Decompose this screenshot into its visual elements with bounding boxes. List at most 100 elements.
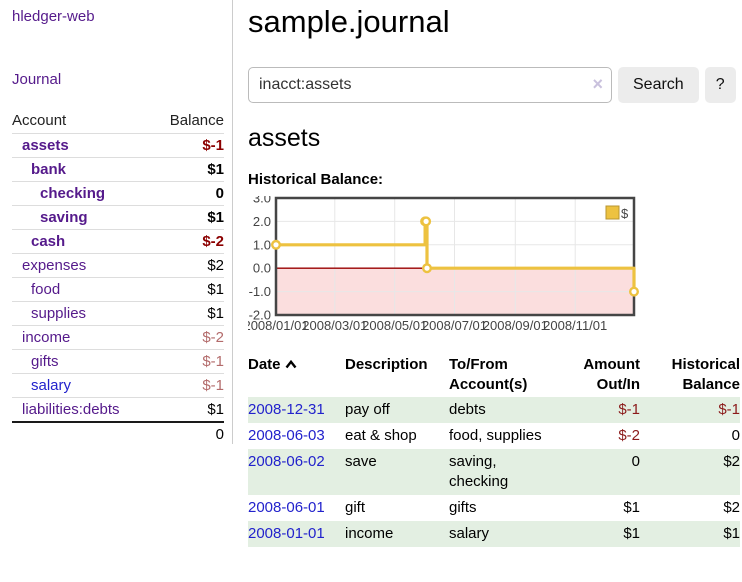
account-link-saving[interactable]: saving	[40, 209, 88, 226]
account-balance: $-2	[152, 229, 224, 254]
register-row: 2008-01-01 income salary $1 $1	[248, 520, 740, 547]
cell-date: 2008-06-02	[248, 449, 345, 495]
cell-balance: $-1	[718, 400, 740, 418]
cell-amount: 0	[631, 452, 640, 470]
svg-text:-2.0: -2.0	[249, 308, 271, 323]
cell-date: 2008-06-03	[248, 423, 345, 449]
account-link-salary[interactable]: salary	[31, 377, 72, 394]
account-row: assets $-1	[12, 133, 224, 158]
account-link-expenses[interactable]: expenses	[22, 257, 87, 274]
cell-description: save	[345, 452, 377, 470]
account-link-checking[interactable]: checking	[40, 185, 106, 202]
account-link-gifts[interactable]: gifts	[31, 353, 59, 370]
sort-ascending-icon	[285, 355, 297, 375]
legend-swatch	[605, 205, 620, 220]
register-row: 2008-06-02 save saving, checking 0 $2	[248, 448, 740, 495]
clear-search-icon[interactable]: ×	[592, 74, 603, 94]
account-link-income[interactable]: income	[22, 329, 71, 346]
page-title: sample.journal	[248, 4, 450, 39]
cell-accounts: debts	[449, 400, 486, 418]
register-header-row: Date Description To/From Account(s) Amount …	[248, 353, 740, 397]
sidebar: hledger-web Journal Account Balance asse…	[0, 0, 233, 446]
register-table: Date Description To/From Account(s) Amount …	[248, 353, 740, 547]
cell-date: 2008-01-01	[248, 521, 345, 547]
cell-accounts: salary	[449, 524, 490, 542]
cell-amount: $1	[623, 524, 640, 542]
register-row: 2008-06-03 eat & shop food, supplies $-2 0	[248, 423, 740, 449]
app-brand-link[interactable]: hledger-web	[12, 8, 95, 25]
data-point-marker	[629, 286, 640, 297]
account-row: income $-2	[12, 325, 224, 350]
cell-description: gift	[345, 498, 366, 516]
cell-amount: $1	[623, 498, 640, 516]
account-row: liabilities:debts $1	[12, 398, 224, 423]
account-row: gifts $-1	[12, 349, 224, 374]
svg-text:2008/07/01: 2008/07/01	[422, 318, 487, 333]
svg-text:1.0: 1.0	[253, 237, 271, 252]
svg-text:0.0: 0.0	[253, 261, 271, 276]
cell-balance: $2	[723, 452, 740, 470]
transaction-date-link[interactable]: 2008-06-02	[248, 452, 325, 470]
nav-journal-link[interactable]: Journal	[12, 71, 62, 88]
cell-accounts: food, supplies	[449, 426, 542, 444]
account-link-food[interactable]: food	[31, 281, 61, 298]
account-link-supplies[interactable]: supplies	[31, 305, 87, 322]
account-balance: $1	[152, 157, 224, 182]
search-row: × Search ?	[248, 67, 740, 103]
register-row: 2008-06-01 gift gifts $1 $2	[248, 495, 740, 521]
account-balance: $1	[152, 301, 224, 326]
search-button[interactable]: Search	[618, 67, 699, 103]
account-link-liabilities-debts[interactable]: liabilities:debts	[22, 401, 120, 418]
transaction-date-link[interactable]: 2008-12-31	[248, 400, 325, 418]
cell-description: eat & shop	[345, 426, 417, 444]
cell-date: 2008-06-01	[248, 495, 345, 521]
register-row: 2008-12-31 pay off debts $-1 $-1	[248, 396, 740, 423]
account-link-assets[interactable]: assets	[22, 137, 69, 154]
accounts-total-value: 0	[152, 421, 224, 446]
data-point-marker	[421, 216, 432, 227]
account-link-cash[interactable]: cash	[31, 233, 66, 250]
account-row: cash $-2	[12, 229, 224, 254]
svg-text:2008/03/01: 2008/03/01	[302, 318, 367, 333]
accounts-header-balance: Balance	[152, 109, 224, 134]
register-header-amount-out-in: Amount Out/In	[583, 356, 640, 393]
help-button[interactable]: ?	[704, 67, 736, 103]
account-row: checking 0	[12, 181, 224, 206]
account-row: supplies $1	[12, 301, 224, 326]
cell-description: pay off	[345, 400, 390, 418]
transaction-date-link[interactable]: 2008-01-01	[248, 524, 325, 542]
cell-amount: $-2	[618, 426, 640, 444]
account-heading: assets	[248, 124, 321, 152]
account-balance: $-1	[152, 349, 224, 374]
register-header-date: Date	[248, 353, 345, 397]
cell-accounts: saving, checking	[449, 452, 509, 490]
account-balance: $1	[207, 401, 224, 418]
account-link-bank[interactable]: bank	[31, 161, 67, 178]
register-header-historical-balance: Historical Balance	[671, 356, 740, 393]
search-input[interactable]	[248, 67, 612, 103]
accounts-header-account: Account	[12, 109, 153, 134]
svg-text:3.0: 3.0	[253, 196, 271, 206]
accounts-header-row: Account Balance	[12, 109, 224, 134]
accounts-total-spacer	[12, 421, 153, 446]
transaction-date-link[interactable]: 2008-06-03	[248, 426, 325, 444]
account-row: expenses $2	[12, 253, 224, 278]
svg-text:-1.0: -1.0	[249, 284, 271, 299]
account-row: salary $-1	[12, 373, 224, 398]
account-row: bank $1	[12, 157, 224, 182]
chart-label: Historical Balance:	[248, 171, 384, 188]
cell-amount: $-1	[618, 400, 640, 418]
cell-balance: $1	[723, 524, 740, 542]
transaction-date-link[interactable]: 2008-06-01	[248, 498, 325, 516]
data-point-marker	[271, 239, 282, 250]
cell-date: 2008-12-31	[248, 397, 345, 423]
main-content: sample.journal × Search ? assets Histori…	[248, 0, 740, 547]
register-header-to-from-account-s-: To/From Account(s)	[449, 356, 528, 393]
historical-balance-chart: $3.0 2.0 1.0 0.0 -1.0 -2.0 2008/01/01 2008/03/0…	[248, 196, 740, 338]
account-balance: $-1	[152, 133, 224, 158]
accounts-total-row: 0	[12, 421, 224, 446]
cell-balance: $2	[723, 498, 740, 516]
account-row: saving $1	[12, 205, 224, 230]
accounts-table: Account Balance assets $-1 bank $1 checking 0…	[12, 109, 224, 446]
data-point-marker	[421, 263, 432, 274]
